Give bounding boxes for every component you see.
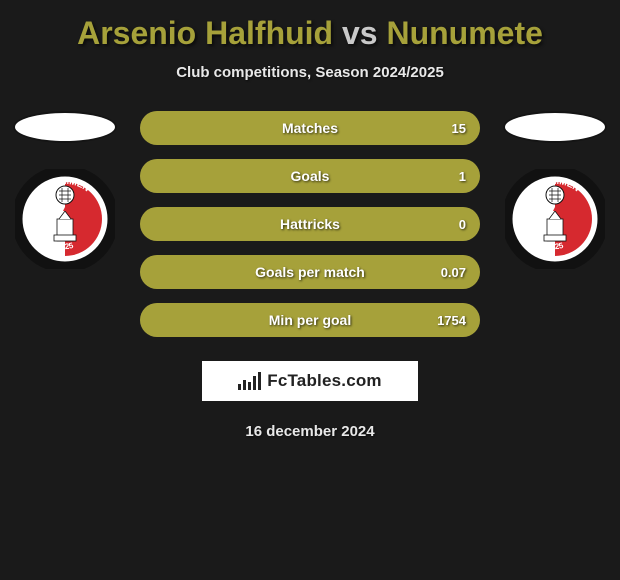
content-row: FC EMMEN 1925 Matches 15 Goals 1 Hattricks 0 G… [0, 111, 620, 337]
brand-bars-icon [238, 372, 261, 390]
svg-text:1925: 1925 [546, 241, 565, 251]
right-crest-icon: FC EMMEN 1925 [505, 169, 605, 269]
stat-label: Min per goal [269, 312, 351, 328]
brand-text: FcTables.com [267, 371, 382, 391]
page-title: Arsenio Halfhuid vs Nunumete [77, 15, 543, 52]
stat-value-right: 15 [452, 121, 466, 136]
stat-row: Matches 15 [140, 111, 480, 145]
right-kit-icon [505, 113, 605, 141]
player1-name: Arsenio Halfhuid [77, 15, 333, 51]
stat-row: Goals per match 0.07 [140, 255, 480, 289]
left-kit-icon [15, 113, 115, 141]
subtitle: Club competitions, Season 2024/2025 [176, 64, 444, 81]
svg-text:1925: 1925 [56, 241, 75, 251]
stat-label: Goals per match [255, 264, 365, 280]
date-text: 16 december 2024 [245, 423, 374, 440]
stat-row: Goals 1 [140, 159, 480, 193]
stat-value-right: 1754 [437, 313, 466, 328]
left-side: FC EMMEN 1925 [10, 111, 120, 269]
left-crest-icon: FC EMMEN 1925 [15, 169, 115, 269]
brand-badge: FcTables.com [202, 361, 418, 401]
stat-value-right: 0.07 [441, 265, 466, 280]
stat-label: Matches [282, 120, 338, 136]
right-side: FC EMMEN 1925 [500, 111, 610, 269]
stat-row: Min per goal 1754 [140, 303, 480, 337]
stat-label: Goals [291, 168, 330, 184]
stat-row: Hattricks 0 [140, 207, 480, 241]
stat-value-right: 0 [459, 217, 466, 232]
comparison-card: Arsenio Halfhuid vs Nunumete Club compet… [0, 0, 620, 440]
stat-value-right: 1 [459, 169, 466, 184]
stats-column: Matches 15 Goals 1 Hattricks 0 Goals per match… [140, 111, 480, 337]
player2-name: Nunumete [386, 15, 542, 51]
stat-label: Hattricks [280, 216, 340, 232]
vs-text: vs [342, 15, 378, 51]
